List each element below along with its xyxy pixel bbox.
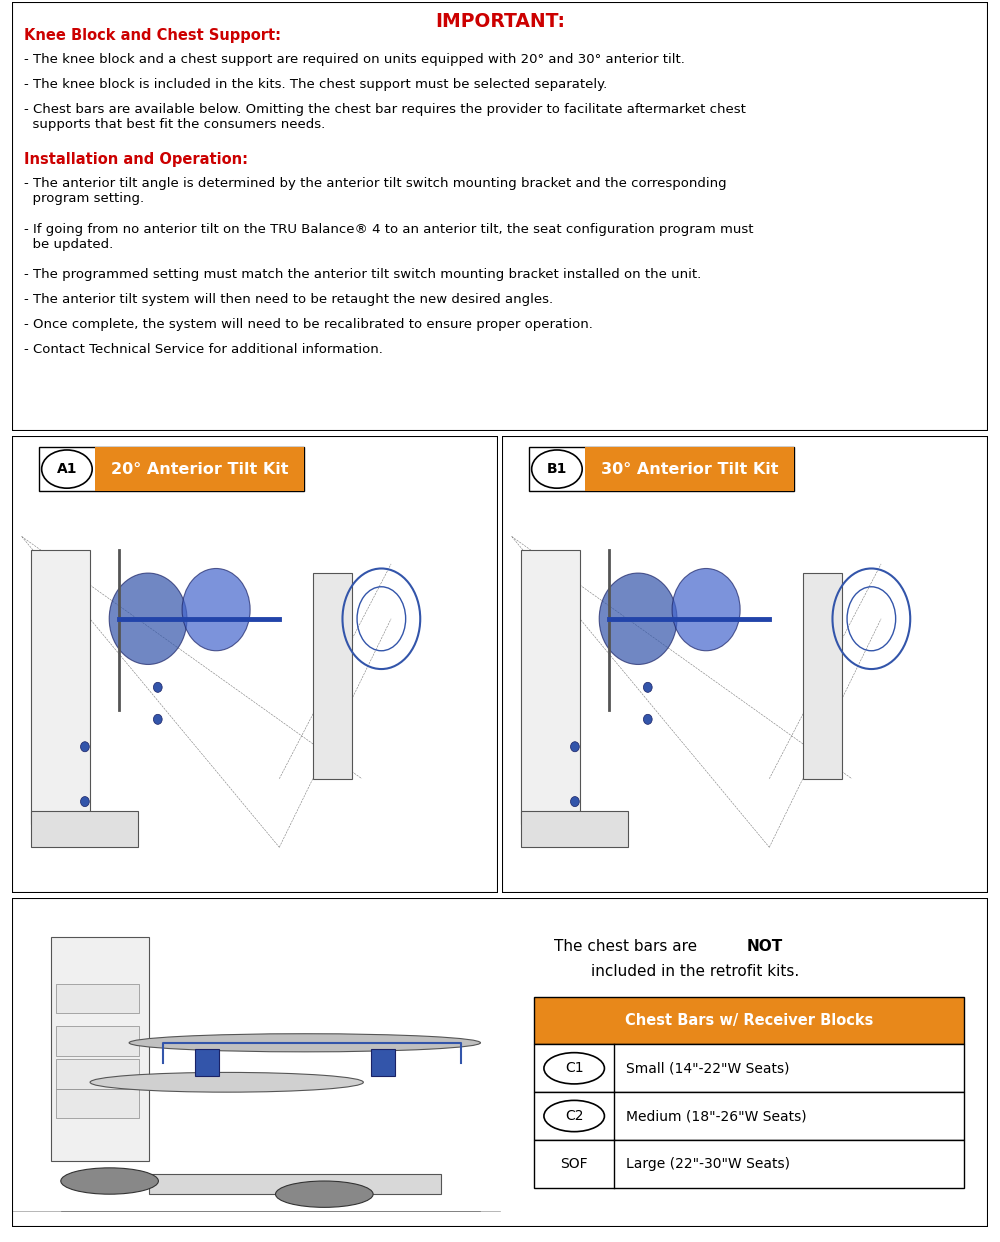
Ellipse shape (544, 1100, 604, 1131)
Text: Chest Bars w/ Receiver Blocks: Chest Bars w/ Receiver Blocks (625, 1013, 873, 1028)
Text: C1: C1 (565, 1062, 583, 1076)
Text: SOF: SOF (560, 1156, 588, 1171)
Ellipse shape (90, 1072, 363, 1092)
Text: The chest bars are: The chest bars are (554, 939, 702, 954)
Text: B1: B1 (547, 462, 567, 476)
Text: IMPORTANT:: IMPORTANT: (435, 12, 565, 31)
FancyBboxPatch shape (31, 550, 90, 825)
Ellipse shape (571, 741, 579, 751)
Ellipse shape (61, 1167, 158, 1195)
Text: - If going from no anterior tilt on the TRU Balance® 4 to an anterior tilt, the : - If going from no anterior tilt on the … (24, 222, 753, 251)
Text: - The knee block is included in the kits. The chest support must be selected sep: - The knee block is included in the kits… (24, 78, 607, 91)
FancyBboxPatch shape (149, 1175, 441, 1195)
Text: - Contact Technical Service for additional information.: - Contact Technical Service for addition… (24, 343, 383, 355)
Text: included in the retrofit kits.: included in the retrofit kits. (591, 964, 799, 979)
Ellipse shape (599, 573, 677, 664)
Ellipse shape (276, 1181, 373, 1207)
FancyBboxPatch shape (502, 436, 988, 893)
Ellipse shape (571, 796, 579, 806)
Ellipse shape (81, 796, 89, 806)
Ellipse shape (153, 714, 162, 724)
Text: - Chest bars are available below. Omitting the chest bar requires the provider t: - Chest bars are available below. Omitti… (24, 103, 746, 130)
Text: 20° Anterior Tilt Kit: 20° Anterior Tilt Kit (111, 462, 288, 477)
FancyBboxPatch shape (313, 573, 352, 779)
Text: - The anterior tilt system will then need to be retaught the new desired angles.: - The anterior tilt system will then nee… (24, 293, 553, 306)
FancyBboxPatch shape (371, 1049, 395, 1076)
Ellipse shape (153, 682, 162, 692)
Ellipse shape (532, 450, 582, 488)
Ellipse shape (129, 1033, 480, 1052)
FancyBboxPatch shape (95, 447, 304, 491)
Text: - The programmed setting must match the anterior tilt switch mounting bracket in: - The programmed setting must match the … (24, 268, 701, 281)
Ellipse shape (81, 741, 89, 751)
Ellipse shape (643, 714, 652, 724)
Ellipse shape (42, 450, 92, 488)
Ellipse shape (672, 569, 740, 651)
FancyBboxPatch shape (31, 811, 138, 847)
FancyBboxPatch shape (56, 1026, 139, 1056)
Text: C2: C2 (565, 1109, 583, 1123)
FancyBboxPatch shape (39, 447, 304, 491)
Ellipse shape (643, 682, 652, 692)
FancyBboxPatch shape (534, 1092, 964, 1140)
Ellipse shape (544, 1053, 604, 1084)
Text: A1: A1 (57, 462, 77, 476)
Text: - The knee block and a chest support are required on units equipped with 20° and: - The knee block and a chest support are… (24, 53, 685, 66)
Text: Installation and Operation:: Installation and Operation: (24, 153, 248, 168)
Text: Small (14"-22"W Seats): Small (14"-22"W Seats) (626, 1062, 789, 1076)
FancyBboxPatch shape (12, 436, 498, 893)
FancyBboxPatch shape (521, 550, 580, 825)
Text: - Once complete, the system will need to be recalibrated to ensure proper operat: - Once complete, the system will need to… (24, 318, 593, 330)
Ellipse shape (109, 573, 187, 664)
Text: NOT: NOT (747, 939, 783, 954)
Text: 30° Anterior Tilt Kit: 30° Anterior Tilt Kit (601, 462, 778, 477)
FancyBboxPatch shape (534, 1140, 964, 1187)
FancyBboxPatch shape (803, 573, 842, 779)
FancyBboxPatch shape (195, 1049, 219, 1076)
FancyBboxPatch shape (585, 447, 794, 491)
FancyBboxPatch shape (56, 984, 139, 1013)
FancyBboxPatch shape (521, 811, 628, 847)
FancyBboxPatch shape (529, 447, 794, 491)
FancyBboxPatch shape (12, 2, 988, 431)
Text: Knee Block and Chest Support:: Knee Block and Chest Support: (24, 29, 281, 43)
FancyBboxPatch shape (534, 996, 964, 1045)
FancyBboxPatch shape (56, 1089, 139, 1119)
FancyBboxPatch shape (534, 1045, 964, 1092)
Text: Large (22"-30"W Seats): Large (22"-30"W Seats) (626, 1156, 790, 1171)
FancyBboxPatch shape (51, 938, 149, 1161)
Ellipse shape (182, 569, 250, 651)
FancyBboxPatch shape (12, 898, 988, 1227)
Text: Medium (18"-26"W Seats): Medium (18"-26"W Seats) (626, 1109, 807, 1123)
Text: - The anterior tilt angle is determined by the anterior tilt switch mounting bra: - The anterior tilt angle is determined … (24, 178, 726, 205)
FancyBboxPatch shape (56, 1059, 139, 1089)
